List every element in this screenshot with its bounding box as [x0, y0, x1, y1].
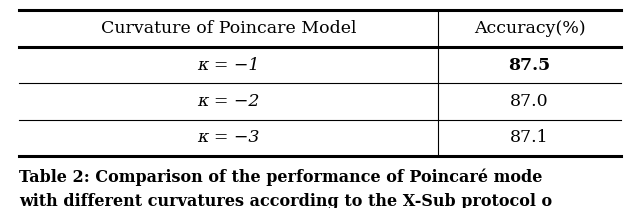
Text: κ = −3: κ = −3 — [198, 129, 260, 146]
Text: 87.5: 87.5 — [508, 57, 551, 73]
Text: κ = −1: κ = −1 — [198, 57, 260, 73]
Text: 87.0: 87.0 — [510, 93, 549, 110]
Text: Table 2: Comparison of the performance of Poincaré mode: Table 2: Comparison of the performance o… — [19, 168, 543, 186]
Text: 87.1: 87.1 — [510, 129, 549, 146]
Text: κ = −2: κ = −2 — [198, 93, 260, 110]
Text: Curvature of Poincare Model: Curvature of Poincare Model — [101, 20, 356, 37]
Text: Accuracy(%): Accuracy(%) — [474, 20, 586, 37]
Text: with different curvatures according to the X-Sub protocol o: with different curvatures according to t… — [19, 193, 552, 208]
